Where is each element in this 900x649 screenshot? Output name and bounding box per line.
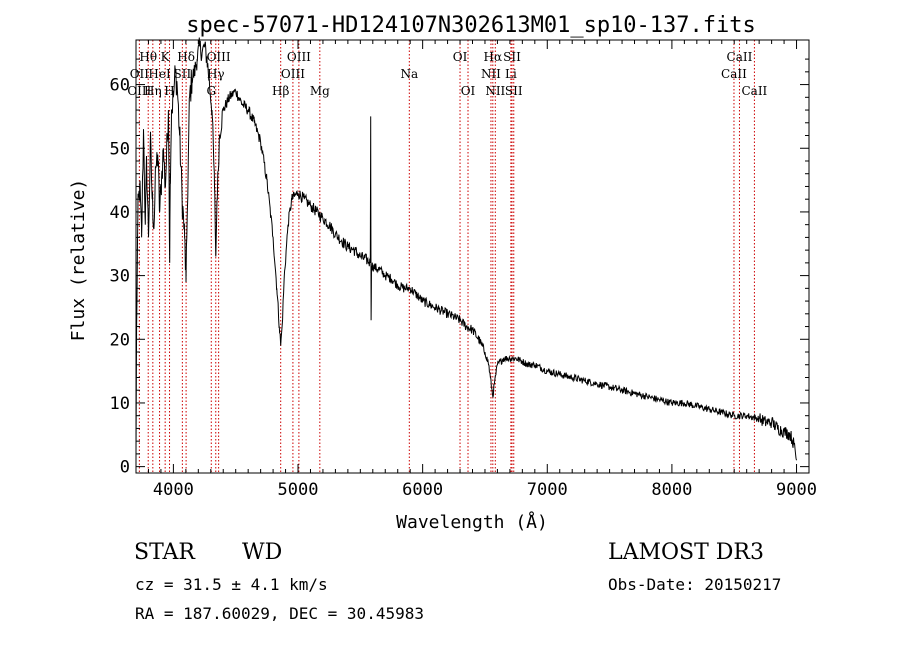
line-label-1: K (161, 50, 171, 64)
obs-date: Obs-Date: 20150217 (608, 575, 782, 594)
y-tick-label: 50 (110, 139, 130, 159)
line-label-10: HeI (148, 67, 171, 81)
ra-dec: RA = 187.60029, DEC = 30.45983 (135, 604, 424, 623)
line-label-17: CaII (721, 67, 747, 81)
axis-ticks: 4000 5000 6000 7000 8000 9000 0 10 20 30 40 50 60 (110, 40, 817, 500)
spectrum-series-line (135, 37, 797, 461)
x-axis-label: Wavelength (Å) (396, 511, 548, 533)
x-tick-label: 9000 (776, 480, 817, 500)
line-label-9: OII (130, 67, 150, 81)
object-subclass: WD (242, 540, 283, 565)
y-tick-label: 0 (120, 458, 130, 478)
line-label-27: CaII (741, 84, 767, 98)
line-label-22: Hβ (272, 84, 289, 98)
y-tick-label: 60 (110, 76, 130, 96)
y-tick-label: 20 (110, 330, 130, 350)
line-label-19: Hη (144, 84, 162, 98)
chart-title: spec-57071-HD124107N302613M01_sp10-137.f… (186, 13, 756, 38)
line-label-14: Na (400, 67, 418, 81)
line-label-21: G (206, 84, 216, 98)
line-label-3: OIII (207, 50, 231, 64)
x-tick-label: 5000 (278, 480, 319, 500)
line-label-5: OI (453, 50, 468, 64)
cz-value: cz = 31.5 ± 4.1 km/s (135, 575, 328, 594)
line-label-0: Hθ (139, 50, 157, 64)
y-axis-label: Flux (relative) (68, 179, 89, 342)
line-label-23: Mg (310, 84, 330, 98)
line-label-26: SII (505, 84, 523, 98)
emission-line-markers (138, 40, 755, 473)
line-label-20: H (164, 84, 174, 98)
line-label-18: OIII (127, 84, 151, 98)
y-tick-label: 30 (110, 267, 130, 287)
survey-name: LAMOST DR3 (608, 540, 764, 565)
line-label-6: Hα (484, 50, 503, 64)
line-label-16: Li (505, 67, 517, 81)
x-tick-label: 6000 (402, 480, 443, 500)
line-label-24: OI (461, 84, 476, 98)
line-label-11: SII (174, 67, 192, 81)
x-tick-label: 4000 (153, 480, 194, 500)
line-label-15: NII (481, 67, 501, 81)
line-label-8: CaII (727, 50, 753, 64)
x-tick-label: 8000 (651, 480, 692, 500)
line-label-4: OIII (287, 50, 311, 64)
line-label-12: Hγ (207, 67, 225, 81)
line-label-25: NII (485, 84, 505, 98)
object-class: STAR (134, 540, 195, 565)
line-label-7: SII (503, 50, 521, 64)
y-tick-label: 10 (110, 394, 130, 414)
line-label-2: Hδ (177, 50, 195, 64)
line-label-13: OIII (281, 67, 305, 81)
y-tick-label: 40 (110, 203, 130, 223)
x-tick-label: 7000 (527, 480, 568, 500)
